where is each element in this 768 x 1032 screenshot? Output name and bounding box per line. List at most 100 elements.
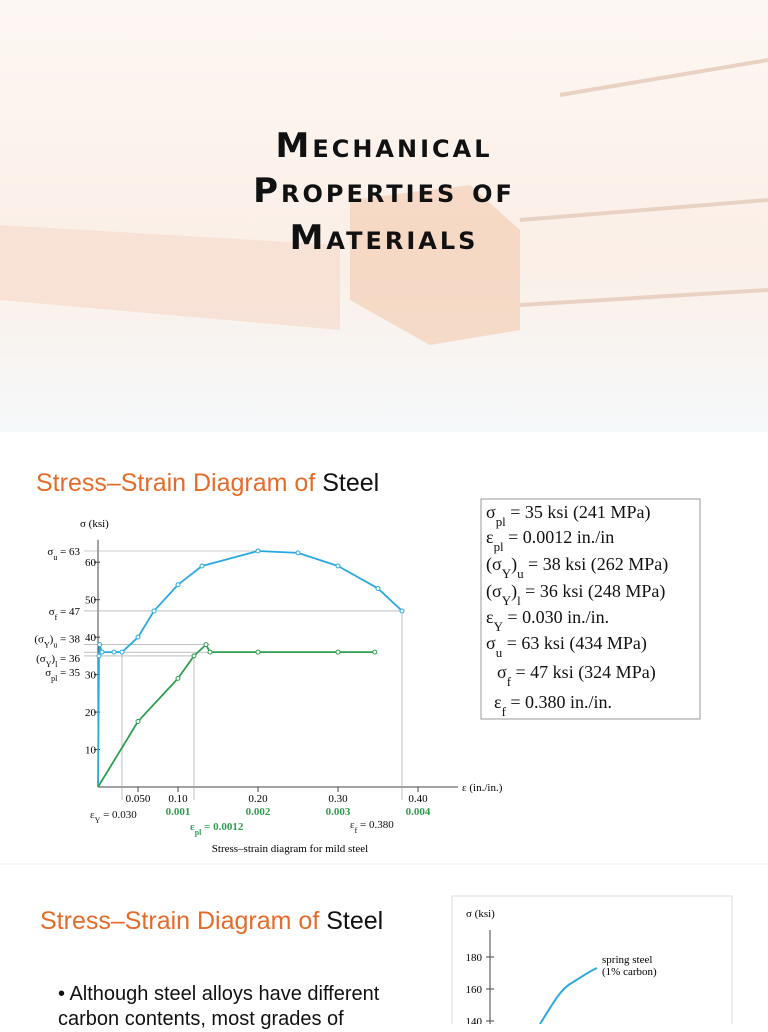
y-tick-label: 160 xyxy=(466,984,483,996)
text-part: σ xyxy=(486,502,496,522)
data-point xyxy=(203,642,209,648)
bullet-text: Although steel alloys have different car… xyxy=(58,983,380,1030)
text-part: = 47 ksi (324 MPa) xyxy=(511,662,656,683)
subscript: u xyxy=(496,645,503,660)
data-point xyxy=(199,563,205,569)
subscript: Y xyxy=(502,593,512,608)
data-point xyxy=(96,653,102,659)
text-part: = 0.0012 xyxy=(201,821,244,833)
cable-lines xyxy=(519,58,768,307)
subscript: f xyxy=(55,612,58,621)
property: σpl = 35 ksi (241 MPa) xyxy=(486,502,650,529)
data-point xyxy=(151,608,157,614)
subscript: Y xyxy=(46,660,52,669)
figure-2: σ (ksi) 140 160 180 spring steel(1% carbon) xyxy=(466,908,658,1024)
text-part: = 0.380 xyxy=(357,819,394,831)
strain-label: εY = 0.030 xyxy=(90,809,137,825)
data-point xyxy=(399,608,405,614)
text-part: = 35 ksi (241 MPa) xyxy=(506,502,651,523)
heading-colored: Stress–Strain Diagram of xyxy=(36,469,322,497)
y-tick-label: 50 xyxy=(85,595,97,607)
subscript: Y xyxy=(95,816,101,825)
data-point xyxy=(255,548,261,554)
property: σf = 47 ksi (324 MPa) xyxy=(497,662,656,689)
x-tick-label: 0.10 xyxy=(168,793,188,805)
data-point xyxy=(207,649,213,655)
title-line: Properties of xyxy=(253,171,515,211)
text-part: σ xyxy=(47,546,53,558)
subscript: f xyxy=(502,704,507,719)
property: εf = 0.380 in./in. xyxy=(494,692,612,719)
x-tick-label: 0.40 xyxy=(408,793,428,805)
property: σu = 63 ksi (434 MPa) xyxy=(486,633,647,660)
y-tick-label: 180 xyxy=(466,952,483,964)
data-point xyxy=(111,649,117,655)
subscript: f xyxy=(507,674,512,689)
level-label: (σY)u = 38 xyxy=(34,634,80,650)
text-part: (σ xyxy=(486,554,502,575)
data-point xyxy=(375,585,381,591)
data-point xyxy=(191,653,197,659)
property: (σY)u = 38 ksi (262 MPa) xyxy=(486,554,668,581)
strain-label: εf = 0.380 xyxy=(350,819,394,835)
subscript: Y xyxy=(502,566,512,581)
subscript: u xyxy=(53,640,57,649)
data-point xyxy=(99,649,105,655)
subscript: l xyxy=(55,660,58,669)
subscript: u xyxy=(517,566,524,581)
text-part: σ xyxy=(497,662,507,682)
subscript: pl xyxy=(51,673,58,682)
title-line: Mechanical xyxy=(276,126,493,166)
text-part: σ xyxy=(49,606,55,618)
subscript: f xyxy=(355,826,358,835)
data-point xyxy=(335,649,341,655)
text-part: ) xyxy=(511,581,517,602)
data-point xyxy=(135,634,141,640)
data-point xyxy=(372,649,378,655)
level-label: σf = 47 xyxy=(49,606,81,622)
text-part: = 38 ksi (262 MPa) xyxy=(524,554,669,575)
data-point xyxy=(119,649,125,655)
text-part: ε xyxy=(350,819,355,831)
y-tick-label: 20 xyxy=(85,707,97,719)
data-point xyxy=(97,642,103,648)
heading-colored: Stress–Strain Diagram of xyxy=(40,907,326,935)
properties-box xyxy=(480,498,701,720)
text-part: = 36 ksi (248 MPa) xyxy=(521,581,666,602)
text-part: (σ xyxy=(36,653,46,665)
text-part: (σ xyxy=(34,634,44,646)
data-point xyxy=(255,649,261,655)
slide-heading: Stress–Strain Diagram of Steel xyxy=(40,907,383,935)
subscript: Y xyxy=(494,619,504,634)
level-label: σu = 63 xyxy=(47,546,80,562)
caption: Stress–strain diagram for mild steel xyxy=(212,843,368,855)
rod-shape xyxy=(0,225,340,330)
stress-strain-figure: σ (ksi) ε (in./in.) Stress–strain diagram … xyxy=(34,502,668,855)
text-part: ε xyxy=(494,692,502,712)
data-point xyxy=(175,675,181,681)
text-part: = 0.030 xyxy=(100,809,137,821)
subscript: l xyxy=(517,593,521,608)
heading-plain: Steel xyxy=(322,469,379,497)
text-part: ) xyxy=(511,554,517,575)
text-part: ) xyxy=(51,653,55,665)
x-tick-label: 0.20 xyxy=(248,793,268,805)
subscript: pl xyxy=(496,514,506,529)
text-part: = 63 ksi (434 MPa) xyxy=(502,633,647,654)
level-label: (σY)l = 36 xyxy=(36,653,80,669)
property: (σY)l = 36 ksi (248 MPa) xyxy=(486,581,665,608)
x2-tick-label: 0.001 xyxy=(166,806,191,818)
strain-label: εpl = 0.0012 xyxy=(190,821,244,837)
y-tick-label: 140 xyxy=(466,1016,483,1024)
y-tick-label: 60 xyxy=(85,557,97,569)
curve-label: (1% carbon) xyxy=(602,966,657,978)
text-part: = 0.030 in./in. xyxy=(503,607,609,627)
spring-steel-curve xyxy=(539,967,598,1024)
x-axis-label: ε (in./in.) xyxy=(462,782,503,794)
property: εpl = 0.0012 in./in xyxy=(486,527,614,554)
x2-tick-label: 0.003 xyxy=(326,806,351,818)
subscript: u xyxy=(53,553,57,562)
text-part: ε xyxy=(90,809,95,821)
